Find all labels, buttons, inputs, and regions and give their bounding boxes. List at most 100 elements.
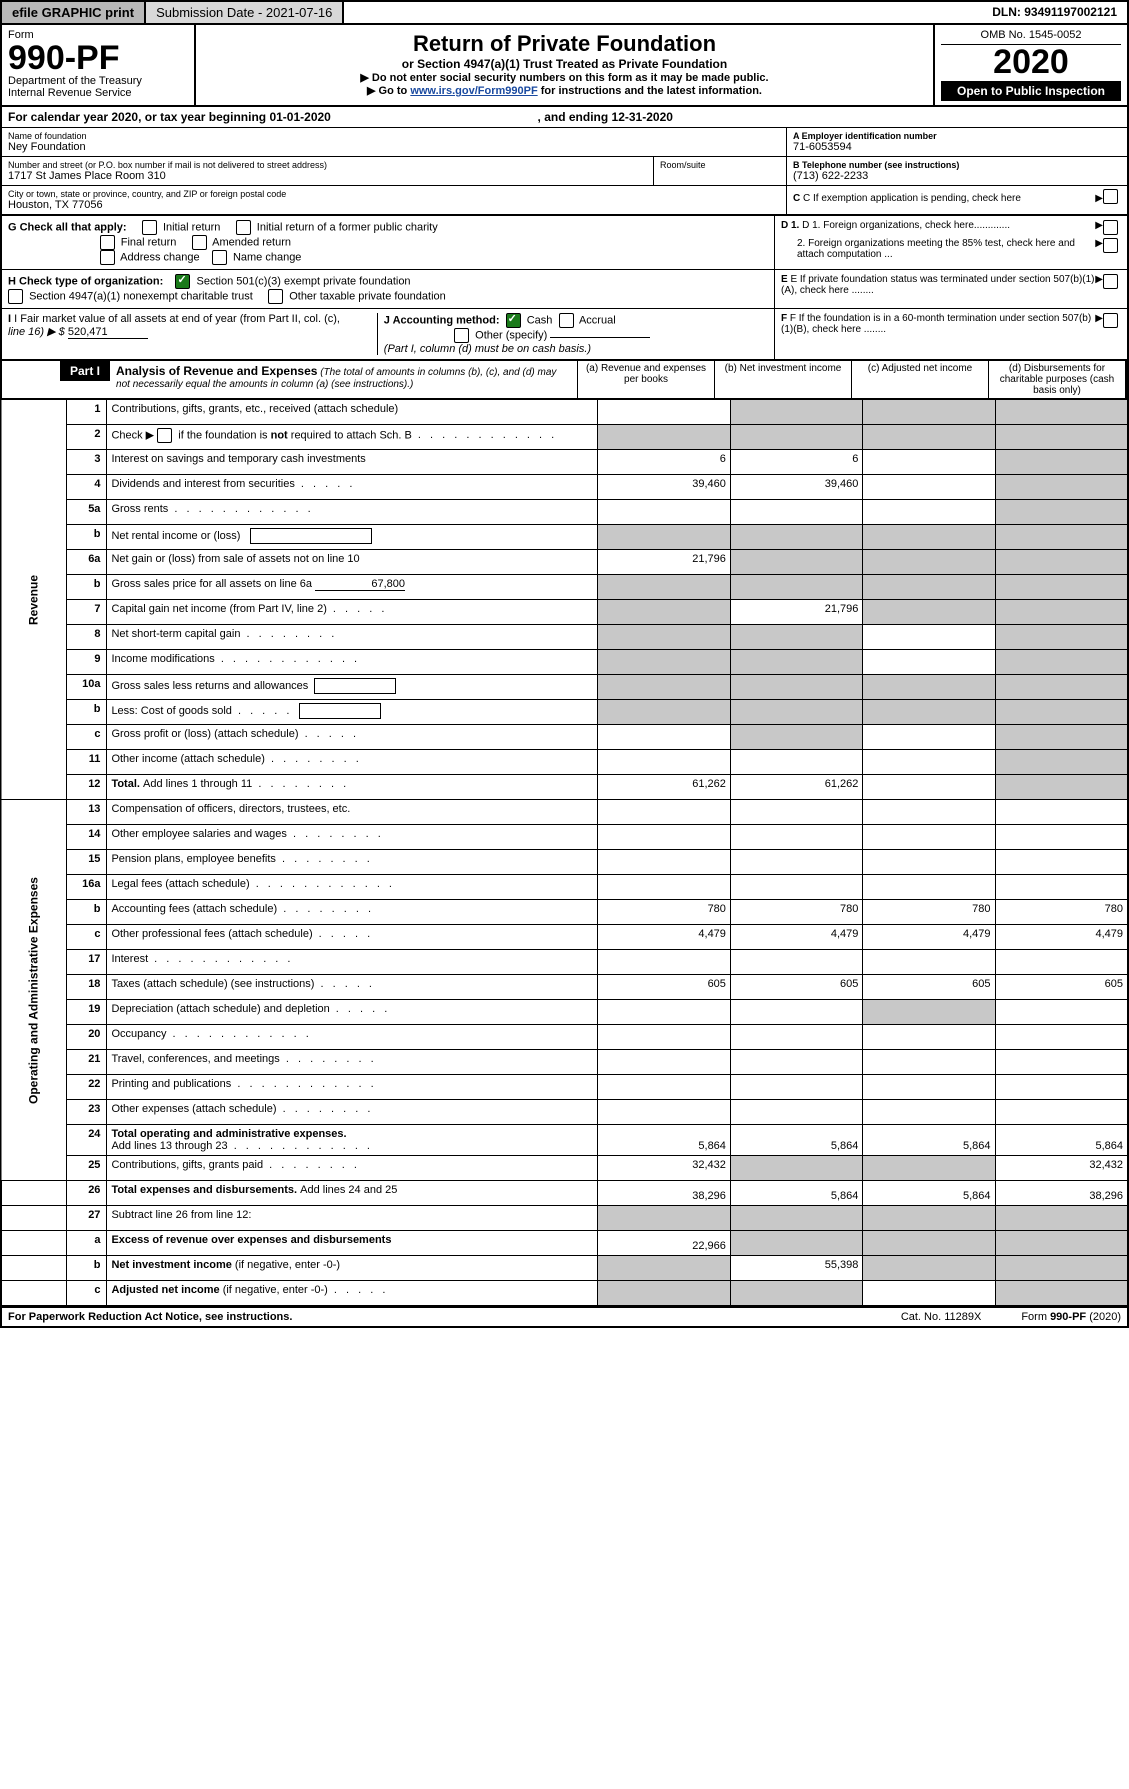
line-11-desc: Other income (attach schedule): [107, 750, 598, 775]
cash-checkbox[interactable]: [506, 313, 521, 328]
ein: 71-6053594: [793, 141, 1121, 153]
line-16a-desc: Legal fees (attach schedule): [107, 875, 598, 900]
header-right: OMB No. 1545-0052 2020 Open to Public In…: [933, 25, 1127, 105]
form-title: Return of Private Foundation: [202, 31, 927, 57]
line-27-desc: Subtract line 26 from line 12:: [107, 1206, 598, 1231]
line-26-col-a: 38,296: [598, 1181, 730, 1206]
g-label: G Check all that apply:: [8, 221, 127, 233]
phone: (713) 622-2233: [793, 170, 1121, 182]
line-18-desc: Taxes (attach schedule) (see instruction…: [107, 975, 598, 1000]
507b1a-checkbox[interactable]: [1103, 274, 1118, 289]
line-16b-col-a: 780: [598, 900, 730, 925]
cat-no: Cat. No. 11289X: [901, 1311, 982, 1323]
line-16c-col-c: 4,479: [863, 925, 995, 950]
4947a1-checkbox[interactable]: [8, 289, 23, 304]
line-5b-desc: Net rental income or (loss): [107, 525, 598, 550]
line-27b-desc: Net investment income (if negative, ente…: [107, 1256, 598, 1281]
line-9-desc: Income modifications: [107, 650, 598, 675]
line-12-col-b: 61,262: [730, 775, 862, 800]
accrual-checkbox[interactable]: [559, 313, 574, 328]
col-c-header: (c) Adjusted net income: [851, 361, 988, 398]
line-27a-col-a: 22,966: [598, 1231, 730, 1256]
line-3-desc: Interest on savings and temporary cash i…: [107, 450, 598, 475]
opexp-side-label: Operating and Administrative Expenses: [1, 800, 67, 1181]
ein-label: A Employer identification number: [793, 131, 1121, 141]
calendar-year-line: For calendar year 2020, or tax year begi…: [0, 107, 1129, 128]
line-24-col-a: 5,864: [598, 1125, 730, 1156]
line-16c-desc: Other professional fees (attach schedule…: [107, 925, 598, 950]
city-state-zip: Houston, TX 77056: [8, 199, 780, 211]
address-label: Number and street (or P.O. box number if…: [8, 160, 647, 170]
507b1b-checkbox[interactable]: [1103, 313, 1118, 328]
line-6b-desc: Gross sales price for all assets on line…: [107, 575, 598, 600]
final-return-checkbox[interactable]: [100, 235, 115, 250]
line-10c-desc: Gross profit or (loss) (attach schedule): [107, 725, 598, 750]
dept-treasury: Department of the Treasury: [8, 75, 188, 87]
initial-former-checkbox[interactable]: [236, 220, 251, 235]
address-change-checkbox[interactable]: [100, 250, 115, 265]
line-13-desc: Compensation of officers, directors, tru…: [107, 800, 598, 825]
revenue-side-label: Revenue: [1, 400, 67, 800]
line-12-desc: Total. Add lines 1 through 11: [107, 775, 598, 800]
other-taxable-checkbox[interactable]: [268, 289, 283, 304]
exemption-pending-label: C C If exemption application is pending,…: [793, 193, 1095, 204]
j-label: J Accounting method:: [384, 314, 500, 326]
line-16c-col-d: 4,479: [995, 925, 1128, 950]
section-d: D 1. D 1. Foreign organizations, check h…: [775, 216, 1127, 269]
section-g-d: G Check all that apply: Initial return I…: [0, 216, 1129, 270]
form-footer: Form 990-PF (2020): [1021, 1311, 1121, 1323]
line-22-desc: Printing and publications: [107, 1075, 598, 1100]
line-6a-col-a: 21,796: [598, 550, 730, 575]
line-23-desc: Other expenses (attach schedule): [107, 1100, 598, 1125]
room-suite-label: Room/suite: [654, 157, 786, 185]
efile-graphic-print-button[interactable]: efile GRAPHIC print: [2, 2, 146, 23]
h-label: H Check type of organization:: [8, 275, 163, 287]
section-h-e: H Check type of organization: Section 50…: [0, 270, 1129, 309]
line-16c-col-a: 4,479: [598, 925, 730, 950]
exemption-pending-checkbox[interactable]: [1103, 189, 1118, 204]
line-25-col-d: 32,432: [995, 1156, 1128, 1181]
city-label: City or town, state or province, country…: [8, 189, 780, 199]
line-25-desc: Contributions, gifts, grants paid: [107, 1156, 598, 1181]
line-12-col-a: 61,262: [598, 775, 730, 800]
line-4-col-a: 39,460: [598, 475, 730, 500]
foreign-org-checkbox[interactable]: [1103, 220, 1118, 235]
sch-b-checkbox[interactable]: [157, 428, 172, 443]
header-center: Return of Private Foundation or Section …: [196, 25, 933, 105]
line-4-col-b: 39,460: [730, 475, 862, 500]
amended-return-checkbox[interactable]: [192, 235, 207, 250]
paperwork-notice: For Paperwork Reduction Act Notice, see …: [8, 1311, 292, 1323]
name-change-checkbox[interactable]: [212, 250, 227, 265]
line-24-col-d: 5,864: [995, 1125, 1128, 1156]
line-6b-value: 67,800: [315, 578, 405, 591]
submission-date: Submission Date - 2021-07-16: [146, 2, 344, 23]
tax-year: 2020: [941, 45, 1121, 79]
open-to-public: Open to Public Inspection: [941, 81, 1121, 101]
line-3-col-b: 6: [730, 450, 862, 475]
section-j: J Accounting method: Cash Accrual Other …: [378, 313, 768, 355]
irs-label: Internal Revenue Service: [8, 87, 188, 99]
section-e: E E If private foundation status was ter…: [775, 270, 1127, 308]
dln: DLN: 93491197002121: [982, 2, 1127, 23]
fmv-value: 520,471: [68, 326, 148, 339]
col-b-header: (b) Net investment income: [714, 361, 851, 398]
section-f: F F If the foundation is in a 60-month t…: [775, 309, 1127, 359]
line-7-desc: Capital gain net income (from Part IV, l…: [107, 600, 598, 625]
entity-info: Name of foundation Ney Foundation Number…: [0, 128, 1129, 216]
name-label: Name of foundation: [8, 131, 780, 141]
501c3-checkbox[interactable]: [175, 274, 190, 289]
section-ijf: I I Fair market value of all assets at e…: [0, 309, 1129, 361]
initial-return-checkbox[interactable]: [142, 220, 157, 235]
col-d-header: (d) Disbursements for charitable purpose…: [988, 361, 1125, 398]
line-18-col-c: 605: [863, 975, 995, 1000]
foundation-name: Ney Foundation: [8, 141, 780, 153]
ssn-notice: ▶ Do not enter social security numbers o…: [202, 71, 927, 84]
line-16c-col-b: 4,479: [730, 925, 862, 950]
instructions-link[interactable]: www.irs.gov/Form990PF: [410, 85, 537, 97]
line-10a-desc: Gross sales less returns and allowances: [107, 675, 598, 700]
line-24-col-c: 5,864: [863, 1125, 995, 1156]
other-method-checkbox[interactable]: [454, 328, 469, 343]
line-16b-col-b: 780: [730, 900, 862, 925]
foreign-85-checkbox[interactable]: [1103, 238, 1118, 253]
line-21-desc: Travel, conferences, and meetings: [107, 1050, 598, 1075]
